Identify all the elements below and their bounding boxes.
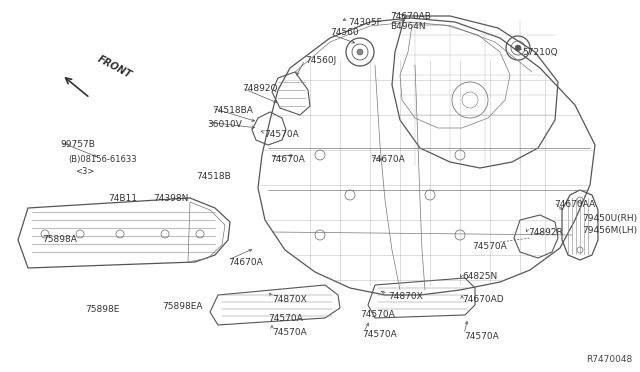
Text: <3>: <3> xyxy=(75,167,94,176)
Text: 79450U(RH): 79450U(RH) xyxy=(582,214,637,223)
Circle shape xyxy=(357,49,363,55)
Text: 74B11: 74B11 xyxy=(108,194,137,203)
Text: 57210Q: 57210Q xyxy=(522,48,557,57)
Text: 75898EA: 75898EA xyxy=(162,302,202,311)
Text: 74670AA: 74670AA xyxy=(554,200,595,209)
Text: R7470048: R7470048 xyxy=(586,355,632,364)
Text: 74570A: 74570A xyxy=(362,330,397,339)
Text: 74892R: 74892R xyxy=(528,228,563,237)
Text: 74570A: 74570A xyxy=(472,242,507,251)
Text: 74305F: 74305F xyxy=(348,18,381,27)
Text: 74570A: 74570A xyxy=(360,310,395,319)
Text: 74570A: 74570A xyxy=(268,314,303,323)
Text: 74518BA: 74518BA xyxy=(212,106,253,115)
Text: 74670AB: 74670AB xyxy=(390,12,431,21)
Text: (B)08156-61633: (B)08156-61633 xyxy=(68,155,136,164)
Text: 74560: 74560 xyxy=(330,28,358,37)
Text: 79456M(LH): 79456M(LH) xyxy=(582,226,637,235)
Text: 36010V: 36010V xyxy=(207,120,242,129)
Circle shape xyxy=(515,45,521,51)
Text: 74398N: 74398N xyxy=(153,194,188,203)
Text: 75898A: 75898A xyxy=(42,235,77,244)
Text: 74670A: 74670A xyxy=(270,155,305,164)
Text: 75898E: 75898E xyxy=(85,305,120,314)
Text: 99757B: 99757B xyxy=(60,140,95,149)
Text: 74518B: 74518B xyxy=(196,172,231,181)
Text: 64825N: 64825N xyxy=(462,272,497,281)
Text: 74670A: 74670A xyxy=(370,155,404,164)
Text: 74870X: 74870X xyxy=(272,295,307,304)
Text: 74570A: 74570A xyxy=(464,332,499,341)
Text: 74560J: 74560J xyxy=(305,56,336,65)
Text: 74892Q: 74892Q xyxy=(242,84,278,93)
Text: B4964N: B4964N xyxy=(390,22,426,31)
Text: 74670A: 74670A xyxy=(228,258,263,267)
Text: 74670AD: 74670AD xyxy=(462,295,504,304)
Text: FRONT: FRONT xyxy=(96,54,134,80)
Text: 74570A: 74570A xyxy=(272,328,307,337)
Text: 74570A: 74570A xyxy=(264,130,299,139)
Text: 74870X: 74870X xyxy=(388,292,423,301)
